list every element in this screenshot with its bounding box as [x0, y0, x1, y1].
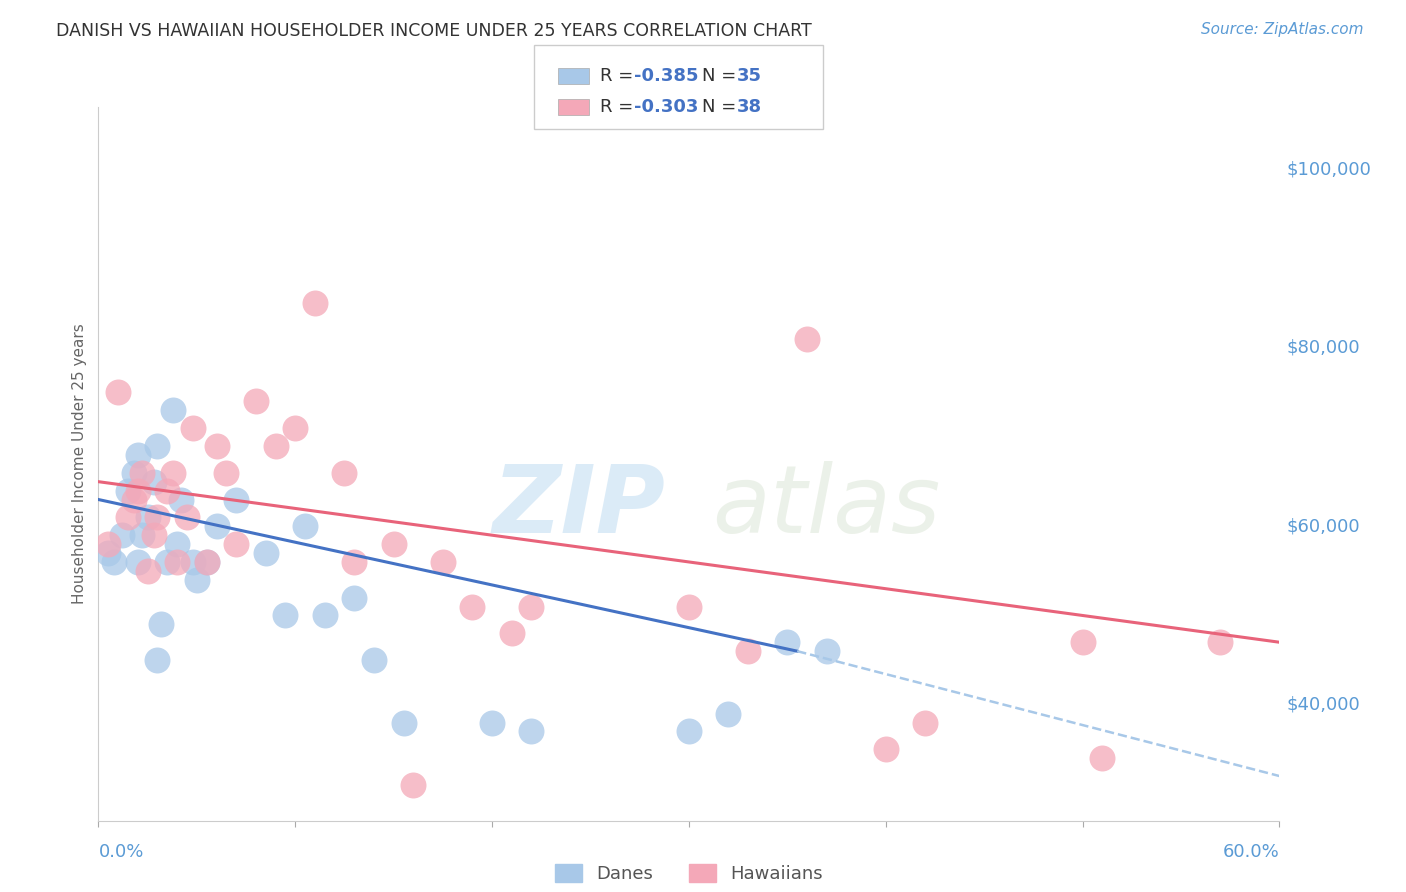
Point: [170, 492, 193, 507]
Point: [776, 635, 799, 649]
Point: [97, 546, 120, 560]
Point: [382, 537, 405, 551]
Point: [117, 483, 139, 498]
Point: [97, 537, 120, 551]
Text: DANISH VS HAWAIIAN HOUSEHOLDER INCOME UNDER 25 YEARS CORRELATION CHART: DANISH VS HAWAIIAN HOUSEHOLDER INCOME UN…: [56, 22, 813, 40]
Text: atlas: atlas: [713, 461, 941, 552]
Text: -0.303: -0.303: [634, 98, 699, 116]
Point: [343, 591, 366, 605]
Point: [304, 296, 326, 310]
Point: [402, 778, 425, 792]
Point: [294, 519, 316, 533]
Point: [678, 599, 700, 614]
Point: [156, 483, 179, 498]
Point: [284, 421, 307, 435]
Point: [392, 715, 415, 730]
Point: [717, 706, 740, 721]
Point: [176, 510, 198, 524]
Point: [142, 528, 165, 542]
Point: [122, 492, 145, 507]
Point: [1071, 635, 1094, 649]
Point: [254, 546, 277, 560]
Point: [103, 555, 125, 569]
Point: [131, 528, 153, 542]
Point: [127, 555, 149, 569]
Point: [796, 332, 818, 346]
Point: [142, 475, 165, 489]
Point: [136, 564, 159, 578]
Legend: Danes, Hawaiians: Danes, Hawaiians: [554, 863, 824, 883]
Point: [481, 715, 503, 730]
Point: [122, 466, 145, 480]
Point: [461, 599, 484, 614]
Point: [215, 466, 238, 480]
Point: [225, 492, 247, 507]
Point: [150, 617, 173, 632]
Point: [274, 608, 297, 623]
Point: [363, 653, 385, 667]
Point: [914, 715, 936, 730]
Point: [343, 555, 366, 569]
Point: [181, 421, 204, 435]
Text: $100,000: $100,000: [1286, 161, 1371, 178]
Point: [127, 483, 149, 498]
Text: $40,000: $40,000: [1286, 696, 1360, 714]
Point: [146, 439, 169, 453]
Point: [1091, 751, 1114, 765]
Text: N =: N =: [702, 67, 741, 85]
Point: [107, 385, 129, 400]
Point: [146, 653, 169, 667]
Point: [166, 555, 188, 569]
Text: 35: 35: [737, 67, 762, 85]
Text: $80,000: $80,000: [1286, 339, 1360, 357]
Point: [205, 519, 228, 533]
Text: $60,000: $60,000: [1286, 517, 1360, 535]
Text: Source: ZipAtlas.com: Source: ZipAtlas.com: [1201, 22, 1364, 37]
Point: [166, 537, 188, 551]
Point: [156, 555, 179, 569]
Text: 38: 38: [737, 98, 762, 116]
Point: [245, 394, 267, 409]
Text: -0.385: -0.385: [634, 67, 699, 85]
Point: [186, 573, 208, 587]
Point: [195, 555, 218, 569]
Text: 60.0%: 60.0%: [1223, 843, 1279, 861]
Text: R =: R =: [600, 67, 640, 85]
Point: [678, 724, 700, 739]
Point: [146, 510, 169, 524]
Text: N =: N =: [702, 98, 741, 116]
Point: [520, 724, 543, 739]
Point: [264, 439, 287, 453]
Point: [136, 510, 159, 524]
Point: [737, 644, 759, 658]
Y-axis label: Householder Income Under 25 years: Householder Income Under 25 years: [72, 324, 87, 604]
Point: [520, 599, 543, 614]
Point: [127, 448, 149, 462]
Point: [205, 439, 228, 453]
Point: [162, 403, 184, 417]
Point: [1209, 635, 1232, 649]
Point: [815, 644, 838, 658]
Point: [314, 608, 336, 623]
Point: [131, 466, 153, 480]
Point: [432, 555, 454, 569]
Text: ZIP: ZIP: [492, 460, 665, 553]
Point: [181, 555, 204, 569]
Point: [875, 742, 897, 756]
Point: [195, 555, 218, 569]
Point: [162, 466, 184, 480]
Point: [111, 528, 134, 542]
Point: [333, 466, 356, 480]
Point: [117, 510, 139, 524]
Point: [501, 626, 523, 640]
Point: [225, 537, 247, 551]
Text: 0.0%: 0.0%: [98, 843, 143, 861]
Text: R =: R =: [600, 98, 640, 116]
